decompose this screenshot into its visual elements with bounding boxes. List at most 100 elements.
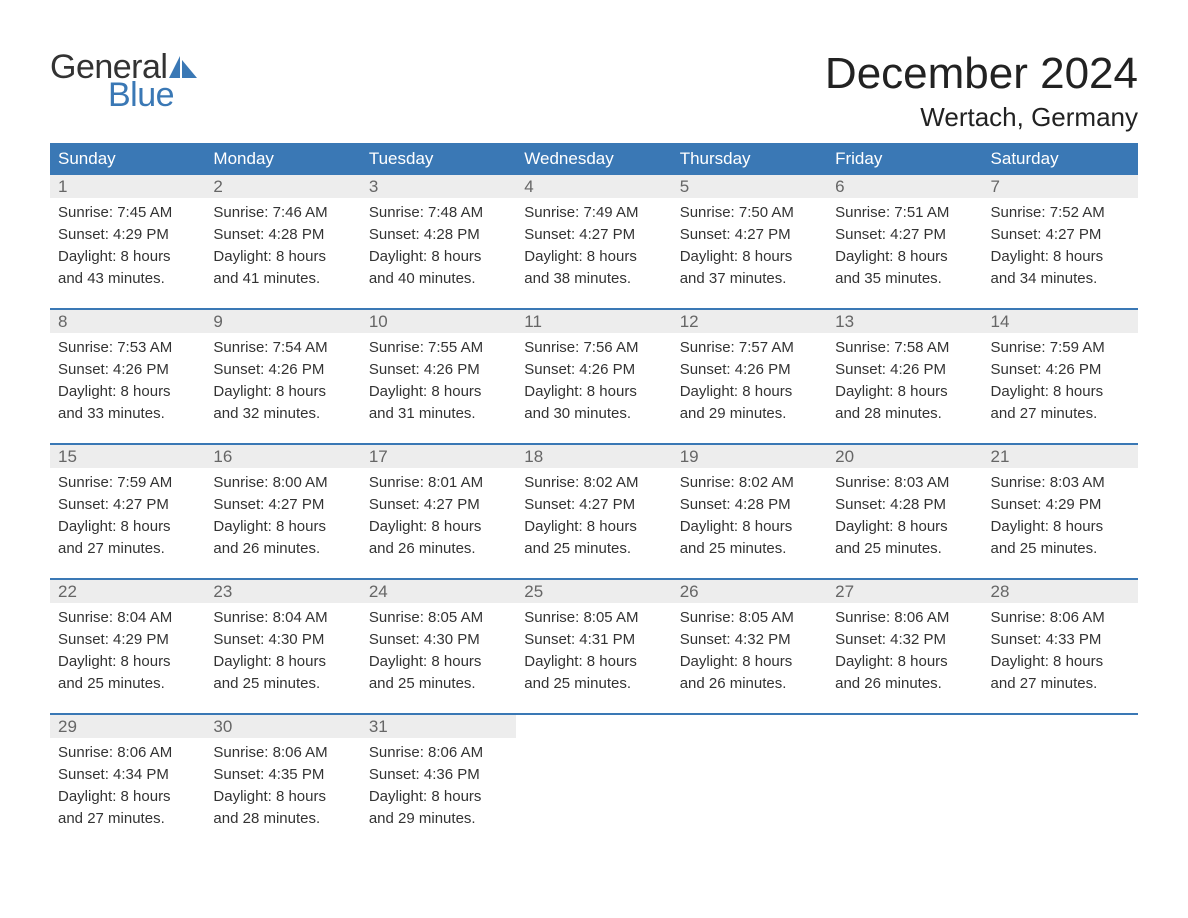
day-d2: and 27 minutes. [991, 403, 1130, 425]
day-number-cell: 7 [983, 175, 1138, 198]
title-block: December 2024 Wertach, Germany [825, 50, 1138, 133]
day-detail-cell: Sunrise: 8:04 AMSunset: 4:29 PMDaylight:… [50, 603, 205, 696]
day-of-week-cell: Sunday [50, 143, 205, 175]
day-d2: and 28 minutes. [835, 403, 974, 425]
day-sunset: Sunset: 4:29 PM [991, 494, 1130, 516]
day-sunset: Sunset: 4:34 PM [58, 764, 197, 786]
day-sunset: Sunset: 4:26 PM [58, 359, 197, 381]
day-detail-cell: Sunrise: 8:01 AMSunset: 4:27 PMDaylight:… [361, 468, 516, 561]
logo-sail-icon [169, 56, 197, 78]
day-number-cell: 3 [361, 175, 516, 198]
day-detail-cell: Sunrise: 7:58 AMSunset: 4:26 PMDaylight:… [827, 333, 982, 426]
day-number-row: 293031 [50, 715, 1138, 738]
day-d2: and 30 minutes. [524, 403, 663, 425]
day-of-week-row: SundayMondayTuesdayWednesdayThursdayFrid… [50, 143, 1138, 175]
day-sunset: Sunset: 4:26 PM [991, 359, 1130, 381]
day-number-cell: 2 [205, 175, 360, 198]
day-d2: and 26 minutes. [369, 538, 508, 560]
day-sunset: Sunset: 4:26 PM [213, 359, 352, 381]
day-d1: Daylight: 8 hours [58, 516, 197, 538]
day-d1: Daylight: 8 hours [835, 246, 974, 268]
week-spacer [50, 561, 1138, 579]
day-sunset: Sunset: 4:27 PM [835, 224, 974, 246]
day-d1: Daylight: 8 hours [58, 651, 197, 673]
day-detail-cell: Sunrise: 7:54 AMSunset: 4:26 PMDaylight:… [205, 333, 360, 426]
day-detail-cell [983, 738, 1138, 831]
day-sunset: Sunset: 4:27 PM [524, 224, 663, 246]
day-d2: and 40 minutes. [369, 268, 508, 290]
day-d1: Daylight: 8 hours [835, 516, 974, 538]
day-sunrise: Sunrise: 8:05 AM [524, 607, 663, 629]
day-number-cell: 29 [50, 715, 205, 738]
day-d1: Daylight: 8 hours [991, 651, 1130, 673]
day-detail-cell: Sunrise: 8:04 AMSunset: 4:30 PMDaylight:… [205, 603, 360, 696]
day-detail-row: Sunrise: 8:04 AMSunset: 4:29 PMDaylight:… [50, 603, 1138, 696]
day-d2: and 33 minutes. [58, 403, 197, 425]
day-detail-cell [827, 738, 982, 831]
day-number-cell: 6 [827, 175, 982, 198]
day-sunrise: Sunrise: 8:02 AM [680, 472, 819, 494]
day-d1: Daylight: 8 hours [369, 651, 508, 673]
day-detail-cell: Sunrise: 7:59 AMSunset: 4:26 PMDaylight:… [983, 333, 1138, 426]
day-sunset: Sunset: 4:28 PM [680, 494, 819, 516]
day-sunset: Sunset: 4:32 PM [680, 629, 819, 651]
day-sunset: Sunset: 4:29 PM [58, 629, 197, 651]
day-sunrise: Sunrise: 7:52 AM [991, 202, 1130, 224]
day-number-cell: 21 [983, 445, 1138, 468]
day-d1: Daylight: 8 hours [524, 516, 663, 538]
location: Wertach, Germany [825, 102, 1138, 133]
day-detail-cell: Sunrise: 8:06 AMSunset: 4:33 PMDaylight:… [983, 603, 1138, 696]
day-detail-cell: Sunrise: 7:50 AMSunset: 4:27 PMDaylight:… [672, 198, 827, 291]
day-of-week-cell: Saturday [983, 143, 1138, 175]
day-number-cell: 23 [205, 580, 360, 603]
day-detail-row: Sunrise: 7:53 AMSunset: 4:26 PMDaylight:… [50, 333, 1138, 426]
day-d1: Daylight: 8 hours [524, 651, 663, 673]
day-sunrise: Sunrise: 7:50 AM [680, 202, 819, 224]
day-number-cell: 24 [361, 580, 516, 603]
day-detail-cell: Sunrise: 7:45 AMSunset: 4:29 PMDaylight:… [50, 198, 205, 291]
day-sunset: Sunset: 4:28 PM [835, 494, 974, 516]
day-number-cell: 5 [672, 175, 827, 198]
day-of-week-cell: Friday [827, 143, 982, 175]
day-sunset: Sunset: 4:32 PM [835, 629, 974, 651]
day-sunset: Sunset: 4:27 PM [524, 494, 663, 516]
day-d1: Daylight: 8 hours [991, 381, 1130, 403]
day-d2: and 38 minutes. [524, 268, 663, 290]
day-detail-cell: Sunrise: 7:51 AMSunset: 4:27 PMDaylight:… [827, 198, 982, 291]
day-d2: and 43 minutes. [58, 268, 197, 290]
day-sunrise: Sunrise: 7:59 AM [58, 472, 197, 494]
day-detail-cell: Sunrise: 8:02 AMSunset: 4:27 PMDaylight:… [516, 468, 671, 561]
day-d2: and 26 minutes. [213, 538, 352, 560]
day-sunrise: Sunrise: 7:46 AM [213, 202, 352, 224]
day-d1: Daylight: 8 hours [680, 516, 819, 538]
day-number-cell: 11 [516, 310, 671, 333]
day-d1: Daylight: 8 hours [369, 246, 508, 268]
day-detail-cell: Sunrise: 7:46 AMSunset: 4:28 PMDaylight:… [205, 198, 360, 291]
day-d2: and 37 minutes. [680, 268, 819, 290]
week-spacer [50, 696, 1138, 714]
day-sunrise: Sunrise: 8:06 AM [58, 742, 197, 764]
day-number-cell: 10 [361, 310, 516, 333]
day-sunset: Sunset: 4:31 PM [524, 629, 663, 651]
day-detail-cell: Sunrise: 8:05 AMSunset: 4:32 PMDaylight:… [672, 603, 827, 696]
day-detail-cell: Sunrise: 7:56 AMSunset: 4:26 PMDaylight:… [516, 333, 671, 426]
day-number-row: 15161718192021 [50, 445, 1138, 468]
day-d1: Daylight: 8 hours [991, 516, 1130, 538]
day-sunrise: Sunrise: 7:57 AM [680, 337, 819, 359]
day-number-cell: 12 [672, 310, 827, 333]
day-sunrise: Sunrise: 7:54 AM [213, 337, 352, 359]
day-detail-cell: Sunrise: 8:02 AMSunset: 4:28 PMDaylight:… [672, 468, 827, 561]
day-sunrise: Sunrise: 8:03 AM [991, 472, 1130, 494]
calendar-body: SundayMondayTuesdayWednesdayThursdayFrid… [50, 143, 1138, 831]
day-detail-cell: Sunrise: 8:05 AMSunset: 4:30 PMDaylight:… [361, 603, 516, 696]
day-sunrise: Sunrise: 7:48 AM [369, 202, 508, 224]
day-d1: Daylight: 8 hours [213, 651, 352, 673]
day-number-cell: 22 [50, 580, 205, 603]
day-of-week-cell: Thursday [672, 143, 827, 175]
day-d2: and 25 minutes. [524, 673, 663, 695]
day-of-week-cell: Monday [205, 143, 360, 175]
day-d1: Daylight: 8 hours [58, 786, 197, 808]
day-d2: and 34 minutes. [991, 268, 1130, 290]
day-detail-cell: Sunrise: 7:55 AMSunset: 4:26 PMDaylight:… [361, 333, 516, 426]
day-d2: and 26 minutes. [835, 673, 974, 695]
